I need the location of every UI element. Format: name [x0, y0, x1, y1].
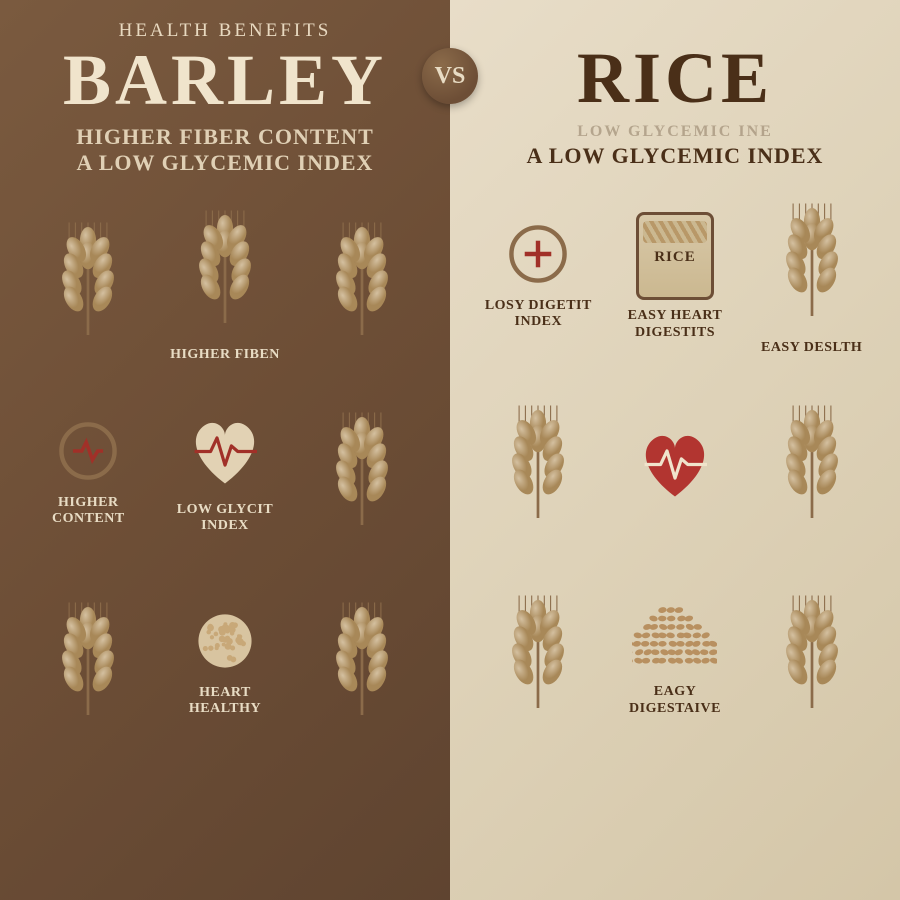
wheat-icon [493, 589, 583, 724]
right-cell-1: RICE EASY HEART DIGESTITS [612, 187, 739, 367]
rice-tag: A LOW GLYCEMIC INDEX [465, 143, 885, 169]
grain-circle-icon [194, 610, 256, 677]
wheat-icon [317, 596, 407, 731]
wheat-icon [767, 197, 857, 332]
cell-label: HEART HEALTHY [162, 685, 289, 717]
circle-pulse-icon [57, 420, 119, 487]
left-cell-6 [25, 574, 152, 754]
right-cell-5 [748, 377, 875, 557]
circle-cross-icon [507, 223, 569, 290]
vs-badge: VS [422, 48, 478, 104]
wheat-icon [493, 399, 583, 534]
heart-pulse-red-icon [635, 427, 715, 507]
barley-grid: HIGHER FIBEN HIGHER CONTENT LOW GLYCIT I… [15, 189, 435, 759]
right-cell-3 [475, 377, 602, 557]
wheat-icon [317, 406, 407, 541]
rice-faded-tag: LOW GLYCEMIC INE [465, 122, 885, 141]
wheat-icon [767, 589, 857, 724]
left-cell-7: HEART HEALTHY [162, 574, 289, 754]
cell-label: LOSY DIGETIT INDEX [475, 298, 602, 330]
right-cell-2: EASY DESLTH [748, 187, 875, 367]
left-cell-1: HIGHER FIBEN [162, 194, 289, 374]
rice-bag-icon: RICE [636, 212, 714, 300]
wheat-icon [43, 596, 133, 731]
left-cell-2 [298, 194, 425, 374]
right-cell-0: LOSY DIGETIT INDEX [475, 187, 602, 367]
wheat-icon [180, 204, 270, 339]
wheat-icon [317, 216, 407, 351]
right-cell-6 [475, 567, 602, 747]
left-cell-0 [25, 194, 152, 374]
cell-label: HIGHER CONTENT [25, 495, 152, 527]
title-barley: BARLEY [15, 44, 435, 116]
wheat-icon [43, 216, 133, 351]
left-cell-8 [298, 574, 425, 754]
rice-panel: RICE LOW GLYCEMIC INE A LOW GLYCEMIC IND… [450, 0, 900, 900]
cell-label: EAGY DIGESTAIVE [612, 684, 739, 716]
heart-pulse-beige-icon [185, 414, 265, 494]
rice-grid: LOSY DIGETIT INDEX RICE EASY HEART DIGESTI… [465, 182, 885, 752]
barley-panel: HEALTH BENEFITS BARLEY HIGHER FIBER CONT… [0, 0, 450, 900]
right-cell-4 [612, 377, 739, 557]
cell-label: LOW GLYCIT INDEX [162, 502, 289, 534]
wheat-icon [767, 399, 857, 534]
right-cell-8 [748, 567, 875, 747]
grain-pile-icon [632, 596, 717, 676]
left-cell-3: HIGHER CONTENT [25, 384, 152, 564]
subtitle-left: HEALTH BENEFITS [15, 20, 435, 42]
right-cell-7: EAGY DIGESTAIVE [612, 567, 739, 747]
cell-label: HIGHER FIBEN [170, 347, 280, 363]
barley-tag: HIGHER FIBER CONTENT A LOW GLYCEMIC INDE… [15, 124, 435, 177]
cell-label: EASY DESLTH [761, 340, 862, 356]
cell-label: EASY HEART DIGESTITS [612, 308, 739, 340]
left-cell-5 [298, 384, 425, 564]
title-rice: RICE [465, 42, 885, 114]
left-cell-4: LOW GLYCIT INDEX [162, 384, 289, 564]
